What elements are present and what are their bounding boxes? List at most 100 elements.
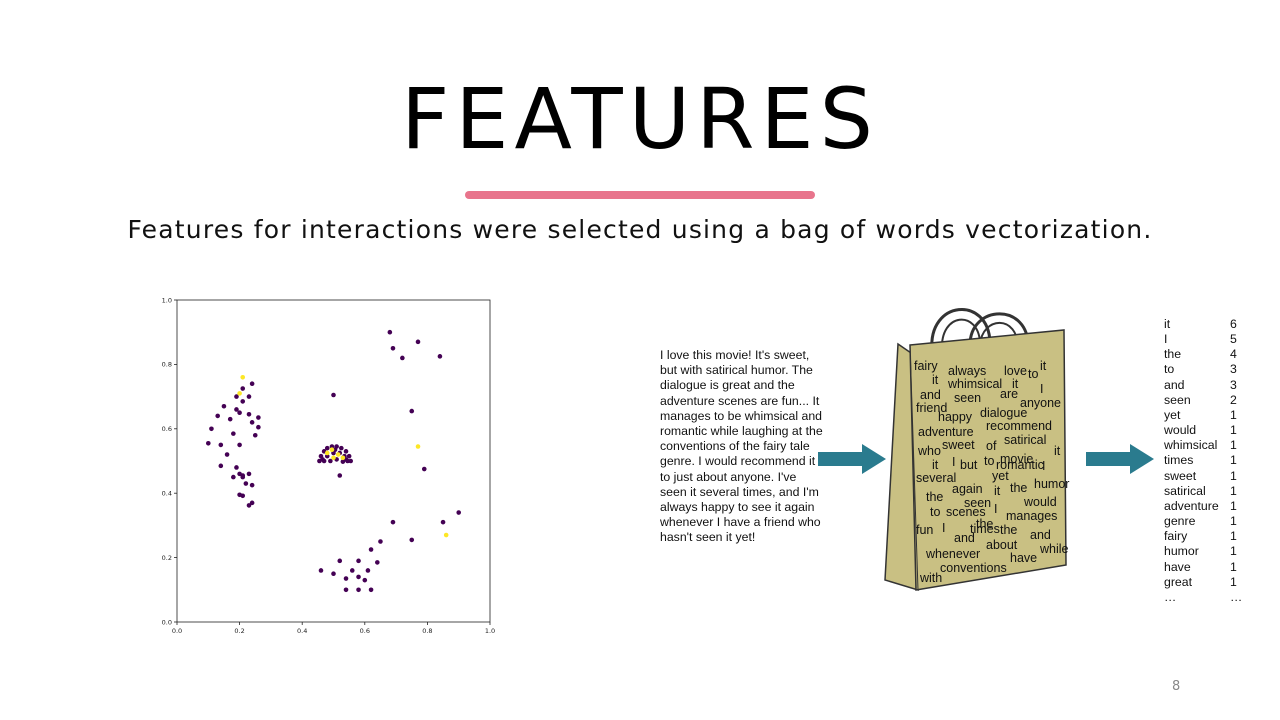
scatter-point <box>362 577 368 583</box>
arrow-right-icon <box>818 444 886 474</box>
word-label: have <box>1164 559 1191 574</box>
scatter-point <box>331 455 336 461</box>
bag-word: to <box>1028 367 1038 381</box>
scatter-point <box>349 568 355 573</box>
scatter-point <box>215 413 220 419</box>
scatter-point <box>320 457 325 462</box>
scatter-axes: 0.0 0.2 0.4 0.6 0.8 1.0 0.0 0.2 0.4 0.6 0.8 1.0 <box>162 296 496 635</box>
word-count-row: times 1 <box>1164 453 1244 468</box>
word-label: to <box>1164 362 1175 377</box>
bag-word: times <box>970 522 1000 536</box>
word-count-row: yet 1 <box>1164 408 1244 423</box>
scatter-point <box>335 452 341 457</box>
scatter-point <box>337 473 343 478</box>
word-label: satirical <box>1164 483 1206 498</box>
bag-word: love <box>1004 364 1027 378</box>
scatter-point <box>346 453 352 459</box>
y-tick-label: 0.6 <box>162 425 172 433</box>
bag-word: while <box>1039 542 1069 556</box>
bag-word: again <box>952 482 983 496</box>
scatter-point <box>356 587 361 593</box>
page-number: 8 <box>1172 679 1181 694</box>
bag-word: but <box>960 458 978 472</box>
word-count: 1 <box>1230 529 1237 544</box>
scatter-point <box>234 394 239 399</box>
bag-word: the <box>1000 523 1017 537</box>
bag-word: friend <box>916 401 947 415</box>
word-count-row: seen 2 <box>1164 393 1244 408</box>
slide-subtitle: Features for interactions were selected … <box>127 215 1153 244</box>
word-label: humor <box>1164 544 1199 559</box>
scatter-point <box>227 416 233 422</box>
bag-word: I <box>1040 382 1043 396</box>
y-tick-label: 1.0 <box>162 296 172 304</box>
scatter-point <box>209 426 214 432</box>
word-count: 1 <box>1230 559 1237 574</box>
x-tick-label: 0.6 <box>360 627 370 635</box>
scatter-point <box>206 440 211 446</box>
scatter-point <box>249 381 255 387</box>
scatter-point <box>246 412 252 417</box>
bag-word: seen <box>964 496 991 510</box>
word-count-row: to 3 <box>1164 362 1244 377</box>
scatter-point <box>343 587 349 593</box>
word-count: 4 <box>1230 347 1237 362</box>
bag-word: yet <box>992 469 1009 483</box>
bag-word: the <box>976 517 993 531</box>
x-tick-label: 1.0 <box>485 627 495 635</box>
scatter-point <box>324 453 330 459</box>
word-count-list: it 6 I 5 the 4 to 3 and 3 seen 2 yet 1 would 1 whimsical… <box>1164 317 1244 605</box>
scatter-point <box>240 386 246 391</box>
word-count: 1 <box>1230 407 1237 422</box>
y-tick-label: 0.8 <box>162 361 172 369</box>
plot-frame <box>176 299 491 623</box>
word-count: 1 <box>1230 544 1237 559</box>
scatter-point <box>378 539 383 544</box>
scatter-point <box>324 450 330 456</box>
bag-word: to <box>984 454 994 468</box>
scatter-point <box>437 354 443 359</box>
scatter-point <box>234 407 239 412</box>
bag-word: I <box>942 521 945 535</box>
word-count-row: it 6 <box>1164 317 1244 332</box>
word-count-row: fairy 1 <box>1164 529 1244 544</box>
word-count-row: …… <box>1164 590 1244 605</box>
scatter-point <box>252 432 258 438</box>
y-tick-label: 0.4 <box>162 490 172 498</box>
word-label: and <box>1164 377 1185 392</box>
bag-word: the <box>1010 481 1027 495</box>
word-count: 1 <box>1230 468 1237 483</box>
bag-word: it <box>932 458 939 472</box>
word-count-row: whimsical 1 <box>1164 438 1244 453</box>
bag-word: recommend <box>986 419 1052 433</box>
bag-word: whenever <box>925 547 980 561</box>
scatter-point <box>224 452 230 457</box>
scatter-point <box>409 537 415 543</box>
word-count: 3 <box>1230 377 1237 392</box>
scatter-point <box>240 474 246 480</box>
slide-title: FEATURES <box>401 70 879 168</box>
scatter-point <box>343 576 349 581</box>
scatter-point <box>324 445 330 451</box>
scatter-point <box>231 474 236 480</box>
scatter-point <box>331 571 336 576</box>
scatter-point <box>221 403 227 409</box>
scatter-point <box>246 503 252 508</box>
scatter-point <box>331 392 336 398</box>
word-count: … <box>1230 589 1243 604</box>
bag-word: fun <box>916 523 933 537</box>
scatter-point <box>390 346 396 351</box>
word-count: 1 <box>1230 438 1237 453</box>
word-count-row: sweet 1 <box>1164 469 1244 484</box>
scatter-point <box>237 391 242 396</box>
bag-word: I <box>952 455 955 469</box>
scatter-point <box>218 442 224 448</box>
word-count: 1 <box>1230 498 1237 513</box>
scatter-point <box>249 482 255 488</box>
scatter-point <box>343 449 349 454</box>
word-count: 1 <box>1230 574 1237 589</box>
word-count-row: would 1 <box>1164 423 1244 438</box>
bag-word: to <box>930 505 940 519</box>
bag-word: conventions <box>940 561 1007 575</box>
word-count: 5 <box>1230 332 1237 347</box>
